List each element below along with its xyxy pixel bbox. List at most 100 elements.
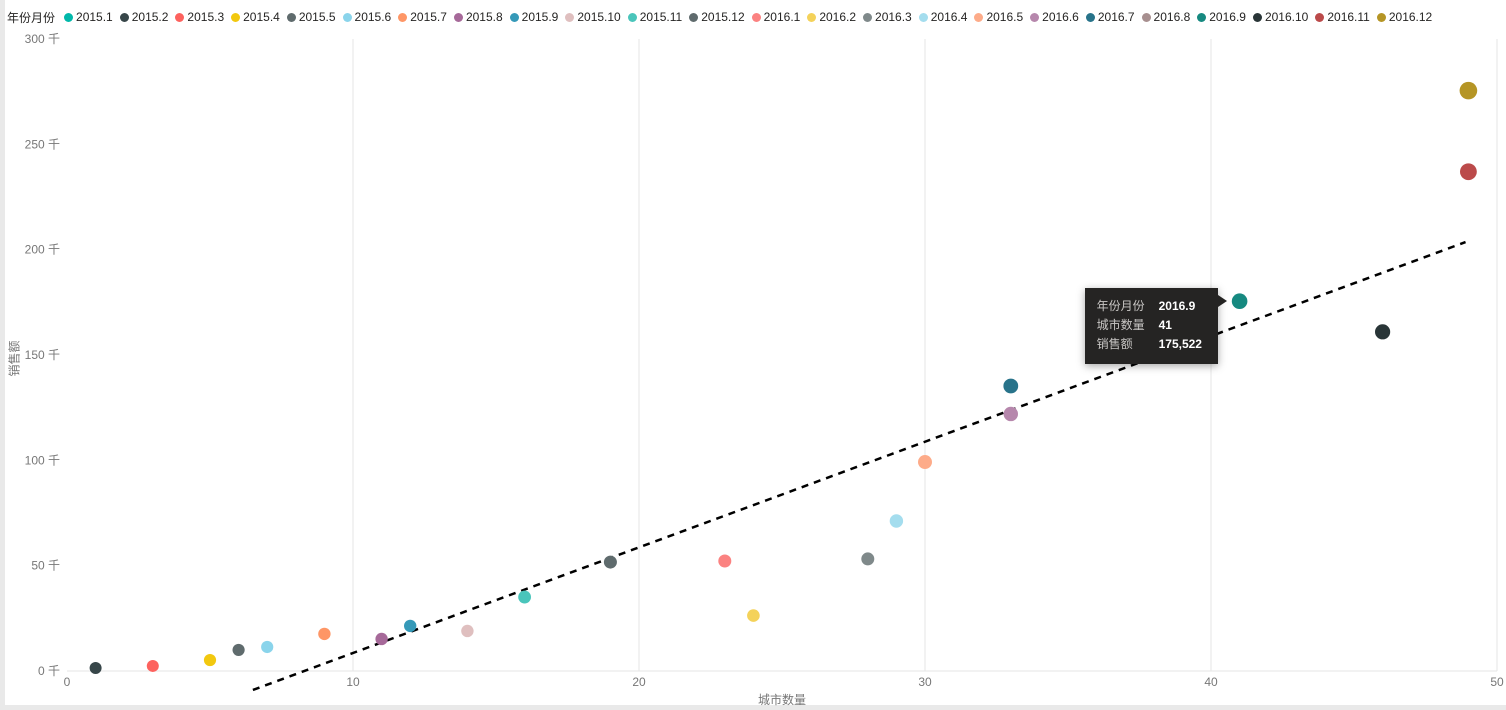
tooltip-row: 年份月份 2016.9	[1097, 297, 1206, 316]
legend-dot-icon	[342, 12, 352, 22]
legend-dot-icon	[863, 12, 873, 22]
data-point-2016.7[interactable]	[1003, 378, 1019, 394]
legend-item-label: 2015.10	[577, 10, 621, 24]
data-point-2015.10[interactable]	[461, 624, 474, 638]
y-tick-label-0: 0 千	[38, 664, 60, 678]
legend-item-label: 2015.5	[298, 10, 336, 24]
data-point-2016.6[interactable]	[1003, 406, 1018, 422]
canvas-margin-left	[0, 0, 5, 710]
data-point-2016.3[interactable]	[861, 552, 875, 566]
legend-dot-icon	[509, 12, 519, 22]
legend-item-label: 2016.10	[1264, 10, 1309, 24]
data-point-2015.7[interactable]	[318, 627, 331, 641]
legend-item-label: 2016.9	[1209, 10, 1246, 24]
legend-dot-icon	[751, 12, 761, 22]
data-point-2015.3[interactable]	[146, 659, 159, 672]
legend-item-label: 2015.12	[701, 10, 745, 24]
legend-item-label: 2015.1	[76, 10, 113, 24]
data-point-2016.11[interactable]	[1460, 163, 1477, 181]
legend-item-2015.10[interactable]: 2015.10	[565, 10, 621, 24]
data-point-2016.2[interactable]	[747, 609, 760, 622]
legend-item-2016.10[interactable]: 2016.10	[1252, 10, 1309, 24]
legend-dot-icon	[918, 12, 928, 22]
legend-item-2015.7[interactable]: 2015.7	[398, 10, 447, 24]
data-point-2016.12[interactable]	[1459, 81, 1478, 100]
y-axis-title: 销售额	[7, 340, 22, 377]
legend-item-label: 2016.3	[875, 10, 912, 24]
legend-item-label: 2016.5	[986, 10, 1024, 24]
legend-dot-icon	[1197, 12, 1207, 22]
legend-item-2015.5[interactable]: 2015.5	[286, 10, 336, 24]
x-tick-label-30: 30	[918, 675, 932, 689]
canvas-margin-bottom	[0, 705, 1506, 710]
legend-item-2015.2[interactable]: 2015.2	[119, 10, 169, 24]
tooltip-row: 销售额 175,522	[1097, 335, 1206, 354]
data-point-2016.1[interactable]	[718, 554, 732, 568]
y-tick-label-100000: 100 千	[25, 453, 60, 467]
x-tick-label-50: 50	[1490, 675, 1504, 689]
data-point-2016.10[interactable]	[1375, 324, 1391, 340]
legend-dot-icon	[231, 12, 241, 22]
legend-item-2015.11[interactable]: 2015.11	[627, 10, 683, 24]
legend-item-2016.8[interactable]: 2016.8	[1141, 10, 1190, 24]
legend-dot-icon	[1252, 12, 1262, 22]
data-point-2016.4[interactable]	[889, 514, 904, 528]
legend-item-2016.9[interactable]: 2016.9	[1197, 10, 1246, 24]
legend-item-label: 2015.8	[465, 10, 503, 24]
legend-item-2015.4[interactable]: 2015.4	[231, 10, 280, 24]
tooltip-row-value: 41	[1158, 318, 1172, 333]
legend-item-2016.4[interactable]: 2016.4	[918, 10, 967, 24]
x-tick-label-10: 10	[346, 675, 360, 689]
x-tick-label-0: 0	[64, 675, 71, 689]
legend-item-2015.12[interactable]: 2015.12	[689, 10, 745, 24]
legend-item-label: 2016.12	[1388, 10, 1433, 24]
legend-item-label: 2015.11	[639, 10, 683, 24]
tooltip-row-value: 2016.9	[1158, 299, 1196, 314]
data-point-2016.9[interactable]	[1231, 293, 1248, 310]
tooltip-row-value: 175,522	[1158, 337, 1202, 352]
legend-dot-icon	[453, 12, 463, 22]
legend-dot-icon	[1376, 12, 1386, 22]
data-point-2015.12[interactable]	[603, 555, 617, 569]
legend-item-2016.1[interactable]: 2016.1	[751, 10, 801, 24]
legend-dot-icon	[286, 12, 296, 22]
y-tick-label-150000: 150 千	[25, 348, 60, 362]
x-tick-label-20: 20	[632, 675, 646, 689]
legend-item-2016.12[interactable]: 2016.12	[1376, 10, 1433, 24]
legend-dot-icon	[627, 12, 637, 22]
legend-item-2016.2[interactable]: 2016.2	[807, 10, 856, 24]
legend-dot-icon	[119, 12, 129, 22]
tooltip-row-label: 销售额	[1096, 337, 1133, 352]
data-point-2015.5[interactable]	[232, 643, 245, 657]
data-point-2015.9[interactable]	[404, 619, 417, 633]
legend-item-2016.6[interactable]: 2016.6	[1030, 10, 1079, 24]
legend-item-2015.1[interactable]: 2015.1	[64, 10, 113, 24]
data-point-2016.5[interactable]	[918, 455, 932, 470]
data-point-2015.2[interactable]	[89, 662, 102, 675]
legend-item-2015.9[interactable]: 2015.9	[509, 10, 559, 24]
legend-item-2015.6[interactable]: 2015.6	[342, 10, 391, 24]
legend-item-label: 2016.2	[819, 10, 857, 24]
data-point-2015.6[interactable]	[261, 640, 274, 654]
data-point-2015.4[interactable]	[203, 653, 217, 667]
legend-item-2015.8[interactable]: 2015.8	[453, 10, 503, 24]
legend-item-2016.3[interactable]: 2016.3	[863, 10, 912, 24]
legend-dot-icon	[398, 12, 408, 22]
legend-item-2015.3[interactable]: 2015.3	[175, 10, 224, 24]
legend-dot-icon	[1085, 12, 1095, 22]
y-tick-label-50000: 50 千	[31, 559, 60, 573]
legend-items: 2015.1 2015.2 2015.3 2015.4 2015.5 2015.6 2015…	[64, 10, 1432, 24]
legend-item-label: 2015.2	[131, 10, 169, 24]
legend-item-label: 2015.3	[187, 10, 225, 24]
data-point-2015.8[interactable]	[375, 632, 388, 646]
legend-item-label: 2016.1	[763, 10, 801, 24]
legend-item-2016.11[interactable]: 2016.11	[1315, 10, 1370, 24]
data-point-2015.11[interactable]	[518, 590, 531, 604]
legend-dot-icon	[807, 12, 817, 22]
legend-item-2016.7[interactable]: 2016.7	[1085, 10, 1135, 24]
legend-item-2016.5[interactable]: 2016.5	[974, 10, 1023, 24]
tooltip-rows: 年份月份 2016.9 城市数量 41 销售额 175,522	[1097, 297, 1206, 354]
legend-item-label: 2015.9	[521, 10, 559, 24]
